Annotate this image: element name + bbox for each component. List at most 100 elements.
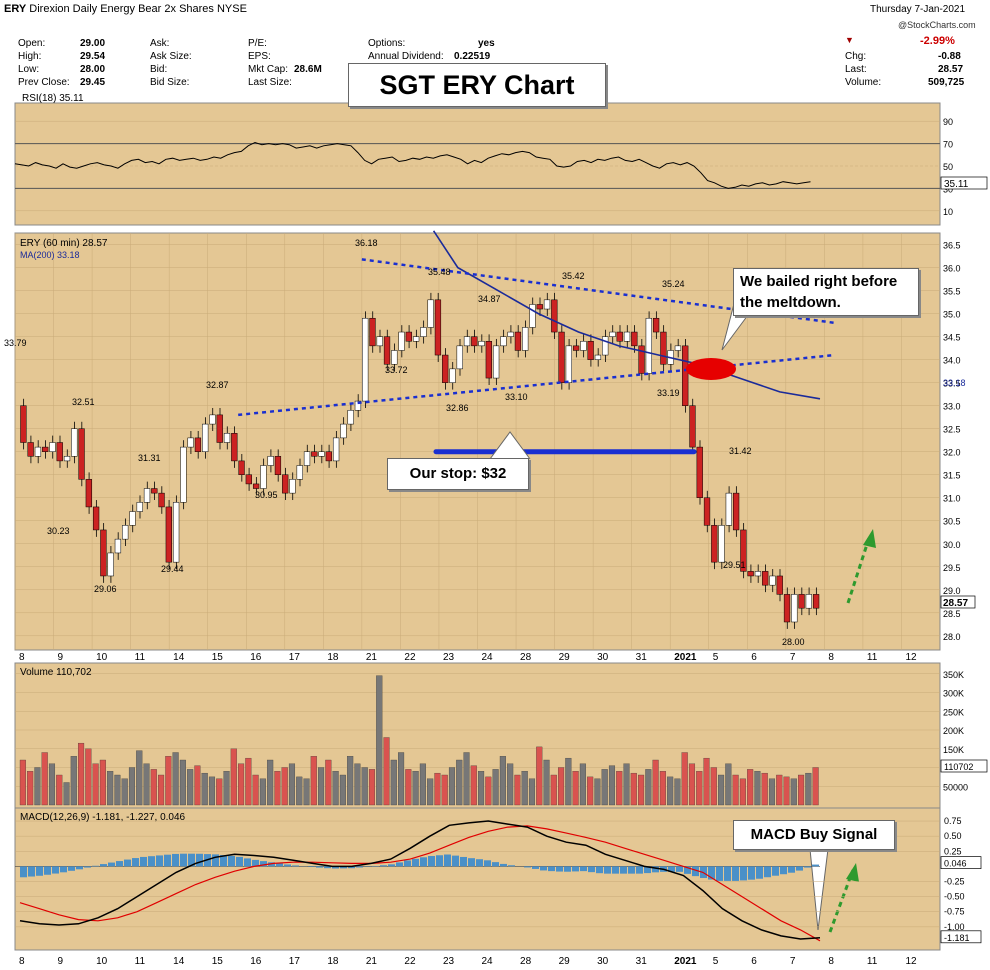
volume-bar [688, 763, 696, 806]
volume-bar [681, 752, 688, 806]
volume-bar [521, 771, 528, 806]
volume-bar [463, 752, 470, 806]
candle-body [202, 423, 209, 452]
volume-bar [507, 763, 514, 806]
macd-histogram-bar [44, 866, 51, 875]
volume-bar [303, 778, 310, 806]
breakdown-marker [686, 358, 736, 380]
macd-histogram-bar [220, 855, 227, 867]
volume-bar [383, 737, 390, 806]
trendline-lower [238, 353, 835, 417]
volume-bar [608, 765, 616, 806]
volume-bar [805, 772, 812, 806]
macd-buy-callout: MACD Buy Signal [733, 820, 895, 850]
volume-tick-label: 250K [943, 707, 964, 717]
candle-body [638, 345, 645, 374]
x-tick-label-price: 11 [867, 652, 878, 663]
volume-bar [259, 778, 266, 806]
candle-body [27, 442, 34, 457]
macd-histogram-bar [164, 854, 171, 867]
volume-tick-label: 50000 [943, 782, 968, 792]
candle-body [42, 446, 49, 452]
candle-body [245, 474, 252, 485]
x-tick-label-macd: 9 [58, 956, 64, 967]
volume-bar [165, 756, 172, 806]
price-annotation: 36.18 [355, 238, 378, 248]
mkt-cap-value: 28.6M [294, 64, 322, 75]
macd-histogram-bar [244, 858, 251, 867]
volume-bar [325, 759, 332, 806]
macd-tick-label: 0.25 [944, 846, 962, 856]
macd-histogram-bar [780, 866, 787, 875]
macd-histogram-bar [20, 866, 27, 878]
x-tick-label-macd: 16 [250, 956, 262, 967]
macd-histogram-bar [212, 854, 219, 867]
candle-body [536, 304, 543, 310]
volume-bar [288, 763, 296, 806]
price-legend: ERY (60 min) 28.57 [20, 238, 108, 249]
volume-bar [790, 778, 797, 806]
x-tick-label-macd: 11 [135, 956, 146, 967]
volume-bar [579, 763, 586, 806]
candle-body [376, 336, 383, 347]
volume-tick-label: 300K [943, 689, 964, 699]
x-tick-label-macd: 18 [327, 956, 339, 967]
x-tick-label-price: 8 [828, 652, 834, 663]
volume-label: Volume: [845, 77, 882, 88]
macd-histogram-bar [156, 855, 163, 867]
macd-tick-label: -0.75 [944, 907, 965, 917]
macd-tick-label: 0.75 [944, 816, 962, 826]
candle-body [812, 594, 820, 609]
volume-bar [150, 769, 157, 806]
price-annotation: 32.51 [72, 397, 95, 407]
volume-bar [768, 778, 776, 806]
chg-value: -0.88 [938, 51, 961, 62]
prev-close-label: Prev Close: [18, 77, 70, 88]
prev-close-value: 29.45 [80, 77, 106, 88]
volume-bar [48, 763, 56, 806]
macd-line [19, 820, 821, 940]
volume-last-box [940, 759, 988, 773]
candle-body [529, 304, 536, 328]
volume-bar [667, 776, 674, 806]
candle-body [747, 571, 754, 577]
macd-histogram-bar [716, 866, 723, 881]
volume-bar [187, 769, 194, 806]
macd-tick-label: -1.00 [944, 922, 965, 932]
price-tick-label: 31.0 [943, 494, 961, 504]
candle-body [783, 594, 791, 623]
macd-histogram-bar [100, 864, 107, 867]
price-tick-label: 35.0 [943, 310, 961, 320]
candle-body [107, 552, 114, 577]
volume-bar [267, 759, 274, 806]
candle-body [478, 341, 485, 347]
candle-body [565, 345, 572, 383]
volume-bar [696, 771, 703, 806]
ask-size-label: Ask Size: [150, 51, 192, 62]
macd-histogram-bar [452, 855, 459, 867]
volume-bar [645, 769, 652, 806]
volume-bar [194, 765, 201, 806]
volume-bar [34, 767, 41, 806]
bailed-callout: We bailed right before the meltdown. [733, 268, 919, 316]
price-annotation: 29.06 [94, 584, 117, 594]
macd-histogram-bar [236, 856, 243, 867]
x-tick-label-price: 22 [404, 652, 416, 663]
candle-body [434, 299, 442, 356]
x-tick-label-price: 9 [58, 652, 64, 663]
macd-histogram-bar [468, 858, 475, 867]
volume-bar [594, 778, 601, 806]
candle-body [485, 341, 492, 379]
candle-body [34, 446, 42, 457]
volume-bar [230, 748, 237, 806]
volume-bar [245, 757, 252, 806]
volume-bar [725, 763, 732, 806]
candle-body [558, 331, 565, 383]
volume-value: 509,725 [928, 77, 965, 88]
volume-bar [274, 771, 281, 806]
macd-histogram-bar [292, 865, 299, 867]
date: Thursday 7-Jan-2021 [870, 4, 966, 15]
candle-body [456, 345, 463, 370]
macd-histogram-bar [428, 856, 435, 867]
candle-body [78, 428, 85, 480]
